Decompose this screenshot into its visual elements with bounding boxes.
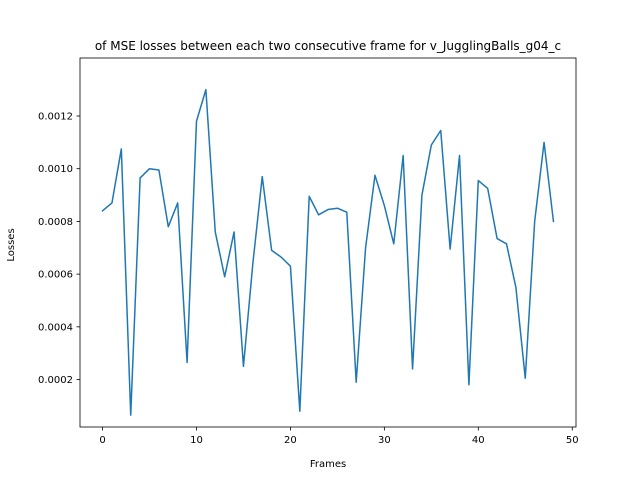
x-axis-label: Frames [310,459,346,470]
y-tick-label-1: 0.0004 [38,322,73,333]
plot-frame [79,57,577,428]
x-tick-label-5: 50 [566,435,579,446]
y-tick-label-5: 0.0012 [38,111,73,122]
x-tick-label-1: 10 [190,435,203,446]
y-tick-label-2: 0.0006 [38,270,73,281]
x-tick-label-3: 30 [378,435,391,446]
x-tick-label-4: 40 [472,435,485,446]
y-tick-label-4: 0.0010 [38,164,73,175]
x-tick-label-2: 20 [284,435,297,446]
x-tick-label-0: 0 [99,435,105,446]
series-line-0 [101,88,555,416]
plot-area: 0 10 20 30 40 50 0.0002 0.0004 0.0006 0.0008 0.001… [38,57,579,446]
y-axis-label: Losses [6,228,17,261]
y-tick-label-0: 0.0002 [38,375,73,386]
chart-title: of MSE losses between each two consecuti… [95,39,561,53]
y-tick-label-3: 0.0008 [38,217,73,228]
